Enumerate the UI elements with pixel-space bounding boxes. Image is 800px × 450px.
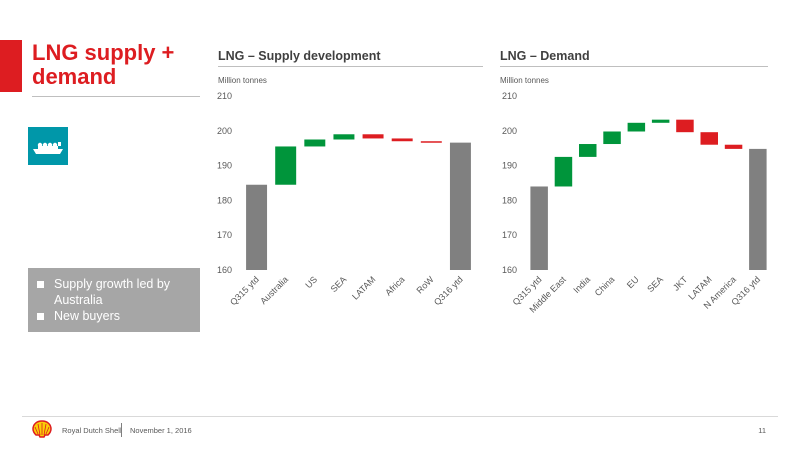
key-points-list: Supply growth led by Australia New buyer… bbox=[28, 268, 200, 324]
footer-separator bbox=[121, 423, 122, 437]
footer-company: Royal Dutch Shell bbox=[62, 426, 122, 435]
supply-bar bbox=[391, 138, 413, 142]
demand-ytick-label: 200 bbox=[502, 126, 517, 136]
supply-ytick-label: 210 bbox=[217, 91, 232, 101]
supply-chart-unit: Million tonnes bbox=[218, 76, 267, 85]
demand-category-label: SEA bbox=[645, 274, 665, 294]
supply-bar bbox=[420, 141, 442, 143]
supply-bar bbox=[449, 142, 471, 270]
supply-bar bbox=[333, 134, 355, 140]
key-points-box: Supply growth led by Australia New buyer… bbox=[28, 268, 200, 332]
demand-ytick-label: 180 bbox=[502, 195, 517, 205]
supply-category-label: RoW bbox=[415, 274, 437, 296]
title-accent-bar bbox=[0, 40, 22, 92]
demand-chart-title: LNG – Demand bbox=[500, 49, 590, 63]
demand-ytick-label: 160 bbox=[502, 265, 517, 275]
supply-category-label: Africa bbox=[383, 274, 406, 297]
slide-title: LNG supply + demand bbox=[32, 40, 175, 89]
supply-chart-rule bbox=[218, 66, 483, 67]
demand-ytick-label: 190 bbox=[502, 161, 517, 171]
supply-bar bbox=[246, 184, 268, 270]
bullet-supply-growth: Supply growth led by Australia bbox=[36, 276, 200, 308]
footer-date: November 1, 2016 bbox=[130, 426, 192, 435]
supply-bar bbox=[304, 139, 326, 147]
demand-bar bbox=[651, 119, 670, 123]
demand-category-label: EU bbox=[625, 274, 641, 290]
supply-category-label: US bbox=[303, 274, 319, 290]
demand-bar bbox=[676, 119, 694, 133]
supply-category-label: Australia bbox=[258, 274, 290, 306]
supply-category-label: Q315 ytd bbox=[228, 274, 261, 307]
demand-bar bbox=[579, 144, 597, 157]
demand-bar bbox=[724, 144, 743, 149]
lng-ship-icon bbox=[28, 127, 68, 165]
shell-logo-icon bbox=[32, 420, 52, 443]
demand-category-label: JKT bbox=[671, 274, 690, 293]
bullet-new-buyers: New buyers bbox=[36, 308, 200, 324]
supply-bar bbox=[362, 134, 384, 139]
supply-ytick-label: 200 bbox=[217, 126, 232, 136]
supply-bar bbox=[275, 146, 297, 185]
demand-chart-rule bbox=[500, 66, 768, 67]
supply-category-label: Q316 ytd bbox=[432, 274, 465, 307]
demand-chart-unit: Million tonnes bbox=[500, 76, 549, 85]
supply-ytick-label: 160 bbox=[217, 265, 232, 275]
demand-bar bbox=[627, 122, 646, 132]
supply-ytick-label: 180 bbox=[217, 195, 232, 205]
demand-ytick-label: 170 bbox=[502, 230, 517, 240]
title-divider bbox=[32, 96, 200, 97]
demand-category-label: India bbox=[571, 274, 592, 295]
demand-ytick-label: 210 bbox=[502, 91, 517, 101]
footer-divider bbox=[22, 416, 778, 417]
supply-ytick-label: 170 bbox=[217, 230, 232, 240]
demand-bar bbox=[749, 148, 767, 270]
demand-category-label: China bbox=[593, 274, 617, 298]
supply-category-label: LATAM bbox=[350, 274, 377, 301]
demand-bar bbox=[530, 186, 548, 270]
demand-bar bbox=[700, 132, 718, 145]
supply-chart-title: LNG – Supply development bbox=[218, 49, 381, 63]
demand-bar bbox=[554, 156, 573, 187]
supply-ytick-label: 190 bbox=[217, 161, 232, 171]
page-number: 11 bbox=[758, 426, 766, 435]
demand-bar bbox=[603, 131, 621, 145]
supply-category-label: SEA bbox=[329, 274, 349, 294]
